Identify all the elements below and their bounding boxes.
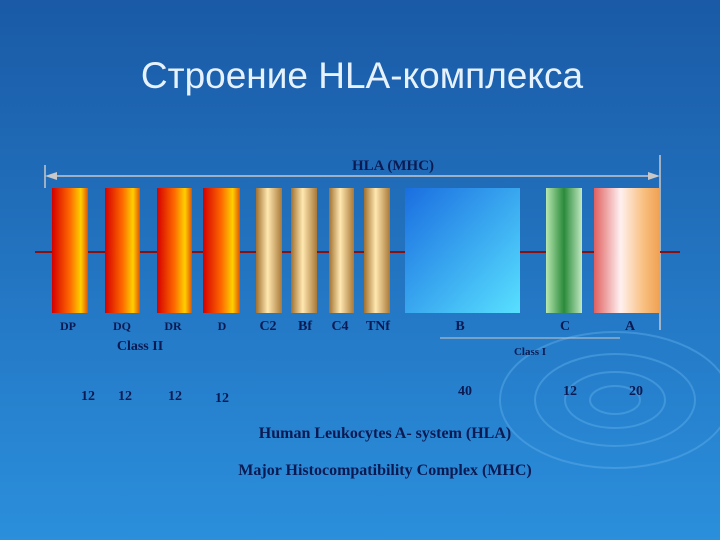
locus-label: Bf xyxy=(298,319,312,334)
locus-block xyxy=(329,188,354,313)
note: Human Leukocytes A- system (HLA) xyxy=(259,425,511,442)
class-ii-label: Class II xyxy=(117,339,163,354)
locus-label: C2 xyxy=(259,319,276,334)
locus-label: C4 xyxy=(331,319,348,334)
locus-block xyxy=(105,188,140,313)
locus-label: B xyxy=(455,319,464,334)
allele-count: 40 xyxy=(458,384,472,399)
locus-block xyxy=(52,188,88,313)
locus-block xyxy=(256,188,282,313)
allele-count: 20 xyxy=(629,384,643,399)
note: Major Histocompatibility Complex (MHC) xyxy=(238,462,531,479)
locus-label: D xyxy=(218,319,227,333)
allele-count: 12 xyxy=(81,389,95,404)
allele-count: 12 xyxy=(118,389,132,404)
title: Строение HLA-комплекса xyxy=(141,55,584,96)
locus-label: C xyxy=(560,319,570,334)
locus-label: DQ xyxy=(113,319,131,333)
span-label: HLA (MHC) xyxy=(352,158,434,174)
locus-label: A xyxy=(625,319,636,334)
locus-block xyxy=(364,188,390,313)
locus-block xyxy=(203,188,240,313)
allele-count: 12 xyxy=(215,391,229,406)
allele-count: 12 xyxy=(563,384,577,399)
locus-block xyxy=(157,188,192,313)
locus-label: DR xyxy=(164,319,182,333)
loci: DP 12 DQ 12 DR 12 D 12 C2 Bf C4 TNf B 40 C 12 A 20 xyxy=(52,188,660,406)
locus-block xyxy=(291,188,317,313)
locus-label: DP xyxy=(60,319,76,333)
allele-count: 12 xyxy=(168,389,182,404)
ripples xyxy=(499,331,720,469)
class-i-label: Class I xyxy=(514,346,546,358)
locus-label: TNf xyxy=(366,319,390,334)
locus-block xyxy=(546,188,582,313)
locus-block xyxy=(405,188,520,313)
locus-block xyxy=(594,188,660,313)
